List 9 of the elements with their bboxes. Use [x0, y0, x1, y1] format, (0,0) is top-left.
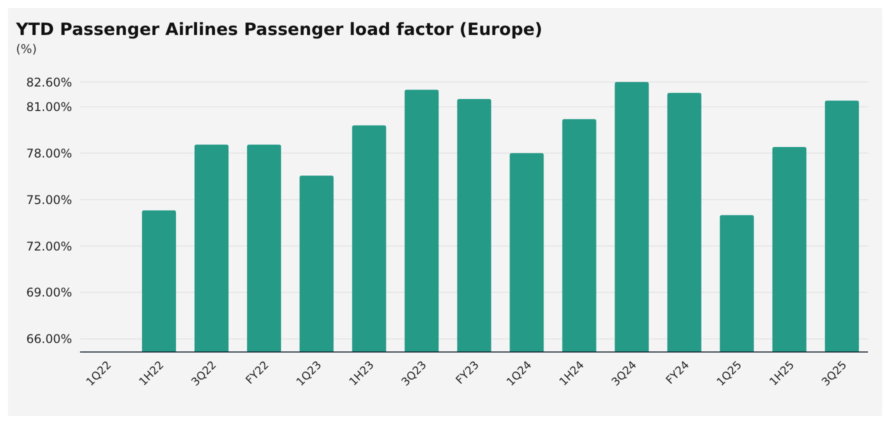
chart-title: YTD Passenger Airlines Passenger load factor (Europe) [16, 20, 542, 40]
y-tick-label: 72.00% [26, 239, 72, 254]
y-tick-label: 66.00% [26, 332, 72, 346]
y-tick-label: 75.00% [26, 192, 72, 207]
y-tick-label: 81.00% [26, 100, 72, 114]
y-tick-label: 82.60% [26, 75, 72, 90]
y-tick-label: 69.00% [26, 286, 72, 300]
chart-subtitle: (%) [16, 42, 37, 56]
y-tick-label: 78.00% [26, 146, 72, 160]
